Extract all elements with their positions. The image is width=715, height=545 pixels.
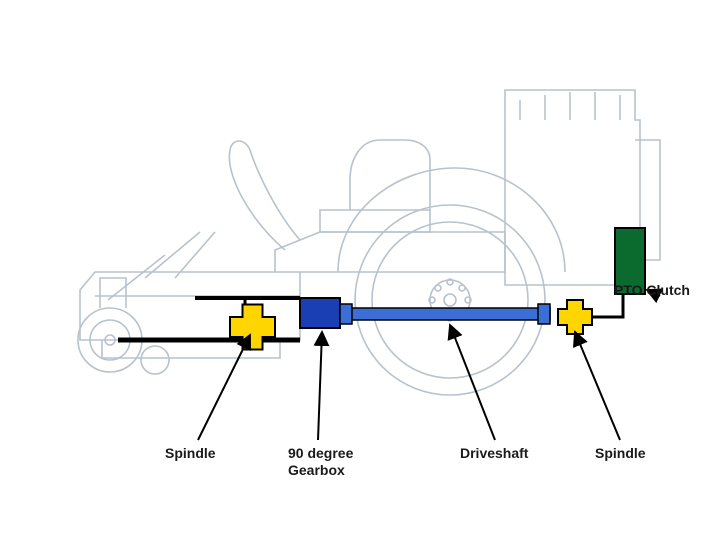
spindle-left [230, 305, 275, 350]
leader-arrow [198, 335, 250, 440]
leader-arrow [450, 325, 495, 440]
label-pto-clutch: PTO Clutch [614, 282, 690, 298]
mower-outline [78, 90, 660, 395]
label-spindle-left: Spindle [165, 445, 216, 461]
leader-arrow [575, 332, 620, 440]
driveshaft [340, 304, 550, 324]
mower-diagram [0, 0, 715, 545]
label-gearbox-l2: Gearbox [288, 462, 345, 478]
gearbox [300, 298, 340, 328]
label-gearbox-l1: 90 degree [288, 445, 353, 461]
spindle-right [558, 300, 592, 334]
label-spindle-right: Spindle [595, 445, 646, 461]
label-driveshaft: Driveshaft [460, 445, 528, 461]
leader-arrow [318, 332, 322, 440]
